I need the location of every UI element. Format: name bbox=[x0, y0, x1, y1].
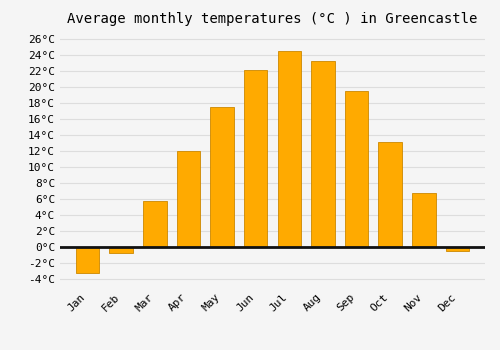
Bar bbox=[412, 193, 436, 247]
Bar bbox=[176, 151, 200, 247]
Bar bbox=[143, 201, 167, 247]
Bar bbox=[76, 247, 100, 273]
Bar bbox=[110, 247, 133, 253]
Bar bbox=[210, 107, 234, 247]
Bar bbox=[345, 91, 368, 247]
Bar bbox=[244, 70, 268, 247]
Title: Average monthly temperatures (°C ) in Greencastle: Average monthly temperatures (°C ) in Gr… bbox=[68, 12, 478, 26]
Bar bbox=[378, 142, 402, 247]
Bar bbox=[278, 51, 301, 247]
Bar bbox=[446, 247, 469, 251]
Bar bbox=[311, 61, 334, 247]
